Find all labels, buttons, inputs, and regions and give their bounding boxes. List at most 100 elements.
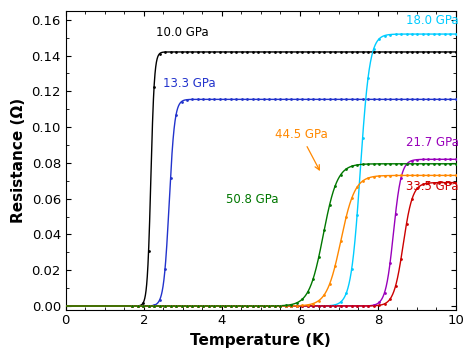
Point <box>386 32 394 37</box>
Point <box>276 303 284 309</box>
Point <box>331 303 339 309</box>
Point <box>293 49 300 55</box>
Point <box>211 96 218 102</box>
Point <box>348 303 355 309</box>
Point <box>337 239 345 244</box>
Point <box>161 303 169 309</box>
Point <box>419 49 427 55</box>
Point <box>255 303 262 309</box>
Point <box>233 303 240 309</box>
Point <box>233 303 240 309</box>
Point <box>353 303 361 309</box>
Point <box>392 283 399 289</box>
Point <box>156 303 163 309</box>
Point <box>331 49 339 55</box>
Point <box>376 36 383 42</box>
Point <box>376 173 383 179</box>
Point <box>441 49 449 55</box>
Point <box>348 303 355 309</box>
Point <box>430 172 438 178</box>
Point <box>282 303 290 309</box>
Point <box>436 172 443 178</box>
Point <box>364 303 372 309</box>
Point <box>315 96 322 102</box>
Point <box>276 96 284 102</box>
Point <box>392 49 399 55</box>
Point <box>271 303 279 309</box>
Point <box>408 172 416 178</box>
Point <box>304 303 312 309</box>
Point <box>216 303 224 309</box>
Point <box>189 49 196 55</box>
Point <box>414 172 421 178</box>
Point <box>276 303 284 309</box>
Point <box>364 75 372 80</box>
Point <box>381 49 388 55</box>
Point <box>276 303 284 309</box>
Point <box>397 96 405 102</box>
Point <box>397 49 405 55</box>
Point <box>446 172 454 178</box>
Point <box>183 303 191 309</box>
Point <box>392 31 399 37</box>
Point <box>227 303 235 309</box>
Point <box>441 172 449 178</box>
Point <box>436 157 443 162</box>
Point <box>337 96 345 102</box>
Point <box>238 303 246 309</box>
Point <box>167 303 174 309</box>
Point <box>348 163 355 169</box>
Point <box>222 303 229 309</box>
Point <box>227 303 235 309</box>
Point <box>452 31 460 37</box>
Point <box>216 49 224 55</box>
Point <box>381 173 388 179</box>
Point <box>178 303 185 309</box>
Point <box>205 96 213 102</box>
Point <box>150 303 158 309</box>
Point <box>359 161 367 167</box>
Point <box>342 49 350 55</box>
Point <box>353 212 361 218</box>
Point <box>293 300 300 306</box>
Point <box>436 96 443 102</box>
Point <box>353 184 361 190</box>
Point <box>436 180 443 185</box>
Point <box>260 303 267 309</box>
Point <box>425 31 432 37</box>
Point <box>227 303 235 309</box>
Point <box>408 96 416 102</box>
Point <box>381 301 388 307</box>
Point <box>370 49 377 55</box>
Point <box>348 266 355 272</box>
Point <box>139 303 147 309</box>
Point <box>233 303 240 309</box>
Point <box>326 49 333 55</box>
Point <box>167 175 174 180</box>
Point <box>397 31 405 37</box>
Point <box>304 49 312 55</box>
Point <box>370 46 377 52</box>
Point <box>364 96 372 102</box>
Point <box>139 303 147 309</box>
Point <box>243 303 251 309</box>
Point <box>293 303 300 309</box>
Point <box>441 96 449 102</box>
Point <box>238 303 246 309</box>
Point <box>288 303 295 309</box>
Point <box>376 96 383 102</box>
Point <box>452 172 460 178</box>
Point <box>403 49 410 55</box>
Point <box>243 303 251 309</box>
Point <box>128 303 136 309</box>
Point <box>183 303 191 309</box>
Point <box>386 173 394 179</box>
Point <box>309 303 317 309</box>
Point <box>348 195 355 201</box>
Point <box>441 31 449 37</box>
Point <box>309 49 317 55</box>
Point <box>370 161 377 167</box>
Point <box>359 49 367 55</box>
Point <box>430 31 438 37</box>
Point <box>266 49 273 55</box>
